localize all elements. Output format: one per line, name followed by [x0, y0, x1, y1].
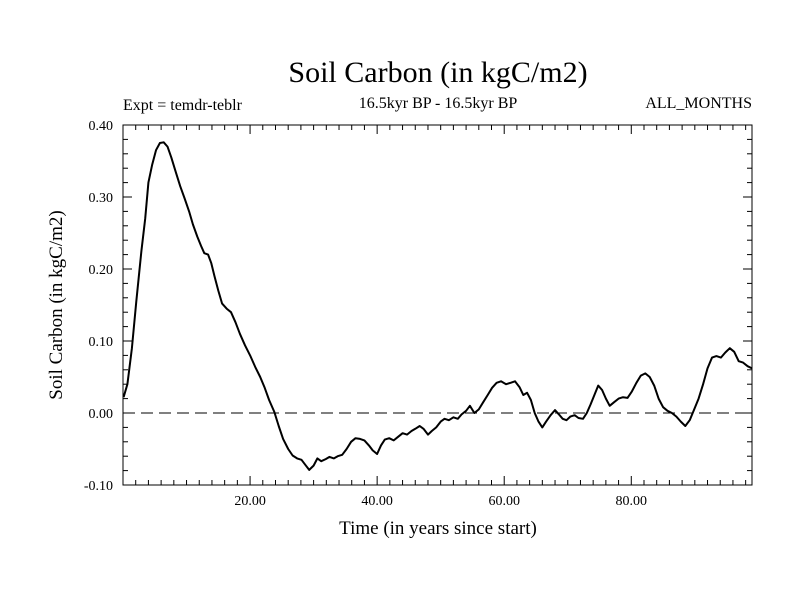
axis-ticks [122, 124, 752, 486]
y-tick-label: -0.10 [84, 479, 113, 494]
tick-labels: 20.00 40.00 60.00 80.00 -0.10 0.00 0.10 0.20 0.3… [84, 119, 647, 509]
series-line [122, 141, 753, 471]
experiment-label: Expt = temdr-teblr [123, 97, 243, 114]
x-tick-label: 80.00 [616, 494, 648, 509]
chart-title: Soil Carbon (in kgC/m2) [288, 56, 587, 89]
x-tick-label: 60.00 [488, 494, 520, 509]
y-axis-label: Soil Carbon (in kgC/m2) [46, 210, 67, 399]
x-axis-label: Time (in years since start) [339, 518, 537, 539]
chart-subtitle: 16.5kyr BP - 16.5kyr BP [359, 95, 518, 112]
plot-frame [122, 124, 753, 486]
x-tick-label: 40.00 [361, 494, 393, 509]
y-tick-label: 0.00 [89, 407, 114, 422]
y-tick-label: 0.30 [89, 191, 114, 206]
series-layer [122, 141, 753, 471]
y-tick-label: 0.20 [89, 263, 114, 278]
x-tick-label: 20.00 [234, 494, 266, 509]
months-label: ALL_MONTHS [645, 95, 752, 112]
y-tick-label: 0.40 [89, 119, 114, 134]
y-tick-label: 0.10 [89, 335, 114, 350]
